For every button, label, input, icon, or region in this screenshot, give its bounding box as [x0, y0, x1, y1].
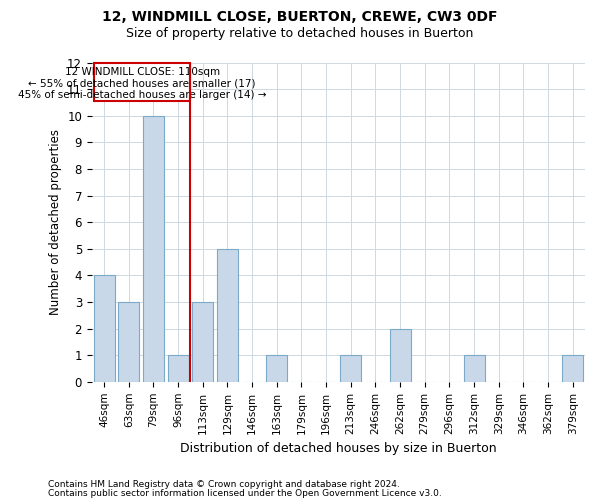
Y-axis label: Number of detached properties: Number of detached properties — [49, 129, 62, 315]
Text: 12, WINDMILL CLOSE, BUERTON, CREWE, CW3 0DF: 12, WINDMILL CLOSE, BUERTON, CREWE, CW3 … — [102, 10, 498, 24]
Bar — [464, 355, 485, 382]
Bar — [193, 302, 213, 382]
Text: 45% of semi-detached houses are larger (14) →: 45% of semi-detached houses are larger (… — [18, 90, 266, 101]
Bar — [389, 328, 410, 382]
Text: 12 WINDMILL CLOSE: 110sqm: 12 WINDMILL CLOSE: 110sqm — [65, 68, 220, 78]
Text: Contains public sector information licensed under the Open Government Licence v3: Contains public sector information licen… — [48, 488, 442, 498]
Text: Contains HM Land Registry data © Crown copyright and database right 2024.: Contains HM Land Registry data © Crown c… — [48, 480, 400, 489]
Bar — [94, 62, 190, 101]
Bar — [143, 116, 164, 382]
Bar — [167, 355, 188, 382]
Text: Size of property relative to detached houses in Buerton: Size of property relative to detached ho… — [127, 28, 473, 40]
Bar — [217, 249, 238, 382]
Text: ← 55% of detached houses are smaller (17): ← 55% of detached houses are smaller (17… — [28, 79, 256, 89]
X-axis label: Distribution of detached houses by size in Buerton: Distribution of detached houses by size … — [180, 442, 497, 455]
Bar — [94, 276, 115, 382]
Bar — [266, 355, 287, 382]
Bar — [118, 302, 139, 382]
Bar — [562, 355, 583, 382]
Bar — [340, 355, 361, 382]
